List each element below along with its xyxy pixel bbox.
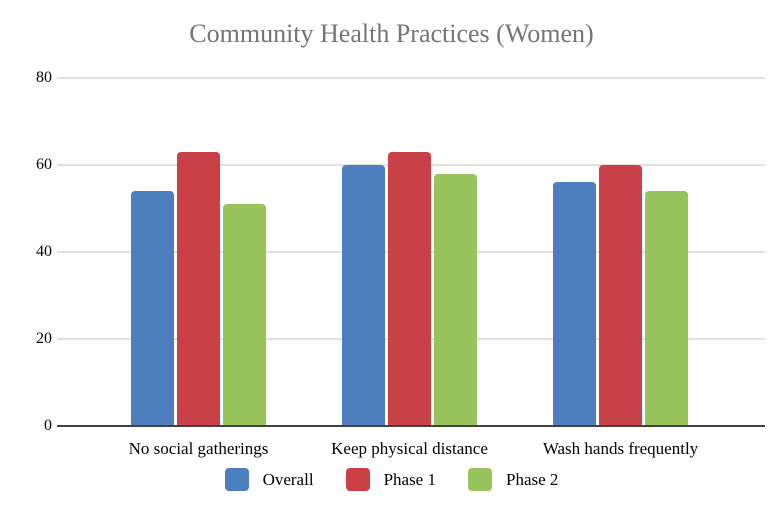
x-category-label: Wash hands frequently (542, 439, 699, 458)
legend-swatch-icon (345, 468, 370, 491)
legend-item-overall[interactable]: Overall (224, 468, 314, 491)
bar-overall[interactable] (553, 182, 596, 426)
plot-area (57, 77, 765, 427)
bar-phase-1[interactable] (177, 151, 220, 426)
bar-group (515, 78, 726, 426)
x-category-label: No social gatherings (128, 439, 269, 458)
legend-label: Phase 1 (383, 469, 436, 489)
bar-overall[interactable] (342, 165, 385, 426)
legend-label: Phase 2 (505, 469, 559, 489)
y-tick-label: 0 (44, 417, 52, 434)
x-axis-line (57, 425, 765, 427)
legend-item-phase-2[interactable]: Phase 2 (467, 468, 559, 491)
legend: Overall Phase 1 Phase 2 (0, 468, 783, 491)
bar-overall[interactable] (131, 191, 174, 426)
x-axis-category-labels: No social gatherings Keep physical distan… (93, 438, 726, 460)
bar-phase-2[interactable] (434, 173, 477, 426)
bar-phase-1[interactable] (599, 165, 642, 426)
bar-group (93, 78, 304, 426)
bar-group (304, 78, 515, 426)
bars-row (93, 78, 726, 426)
y-tick-label: 40 (36, 243, 52, 260)
legend-swatch-icon (467, 468, 492, 491)
y-tick-label: 80 (36, 69, 52, 86)
y-axis-tick-labels: 0 20 40 60 80 (0, 69, 52, 434)
legend-label: Overall (262, 469, 314, 489)
bar-phase-1[interactable] (388, 151, 431, 426)
bar-phase-2[interactable] (223, 204, 266, 426)
y-tick-label: 20 (36, 330, 52, 347)
legend-swatch-icon (224, 468, 249, 491)
gridline (57, 77, 765, 79)
chart-title: Community Health Practices (Women) (189, 19, 594, 48)
legend-item-phase-1[interactable]: Phase 1 (345, 468, 436, 491)
y-tick-label: 60 (36, 156, 52, 173)
x-category-label: Keep physical distance (331, 439, 488, 458)
bar-phase-2[interactable] (645, 191, 688, 426)
